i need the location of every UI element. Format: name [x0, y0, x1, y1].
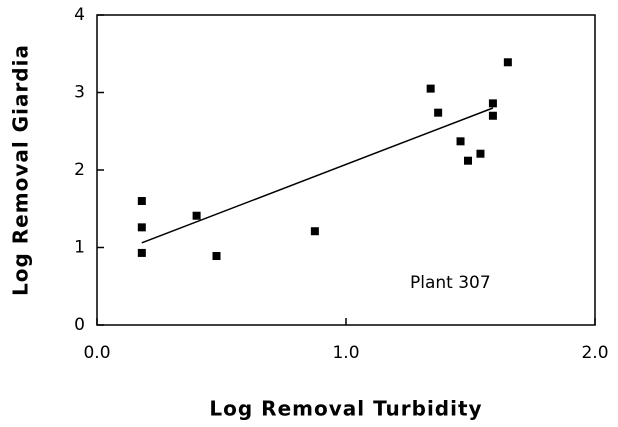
y-tick-label: 4 [74, 5, 85, 25]
point [476, 149, 485, 158]
y-axis-title: Log Removal Giardia [9, 44, 33, 296]
point [488, 99, 497, 108]
point [464, 156, 473, 165]
fit-line [141, 107, 494, 244]
point [503, 58, 512, 67]
y-tick-label: 1 [74, 238, 85, 258]
y-tick-label: 2 [74, 160, 85, 180]
x-tick-label: 0.0 [83, 343, 110, 363]
x-axis-title: Log Removal Turbidity [209, 397, 482, 421]
point [488, 111, 497, 120]
point [137, 223, 146, 232]
point [137, 248, 146, 257]
point [426, 84, 435, 93]
point [212, 252, 221, 261]
annotation: Plant 307 [410, 273, 491, 293]
y-tick-label: 3 [74, 83, 85, 103]
point [456, 137, 465, 146]
point [310, 227, 319, 236]
plot-frame [96, 14, 596, 326]
y-tick-label: 0 [74, 315, 85, 335]
point [137, 197, 146, 205]
point [434, 108, 443, 117]
x-tick-label: 2.0 [581, 343, 608, 363]
x-tick-label: 1.0 [332, 343, 359, 363]
point [192, 211, 201, 220]
